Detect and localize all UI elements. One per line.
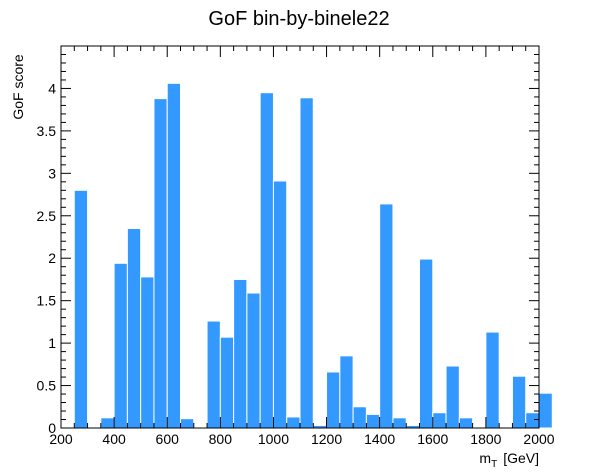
y-tick-label: 1 <box>48 335 56 351</box>
bar <box>140 276 155 429</box>
bar <box>126 228 142 429</box>
x-tick-label: 1600 <box>417 431 448 447</box>
bar <box>272 180 288 429</box>
x-tick-label: 1400 <box>364 431 395 447</box>
y-tick-label: 4 <box>48 80 56 96</box>
bar <box>246 292 261 429</box>
bar <box>153 98 168 429</box>
x-tick-label: 600 <box>156 431 180 447</box>
bar <box>511 375 527 429</box>
bar <box>432 412 447 429</box>
bar <box>339 355 354 429</box>
bar <box>419 258 434 429</box>
bar <box>538 392 553 429</box>
x-axis-label-unit: [GeV] <box>503 450 539 466</box>
bar <box>73 189 89 429</box>
y-tick-label: 3.5 <box>37 123 57 139</box>
bar <box>365 413 381 429</box>
bar <box>166 82 182 429</box>
x-tick-label: 1200 <box>311 431 342 447</box>
y-tick-label: 3 <box>48 165 56 181</box>
x-tick-label: 2000 <box>523 431 554 447</box>
bar <box>259 92 274 429</box>
x-tick-label: 1000 <box>258 431 289 447</box>
x-axis-label-sub: T <box>491 459 497 470</box>
bar <box>379 203 394 429</box>
bar <box>286 416 301 429</box>
x-tick-label: 400 <box>102 431 126 447</box>
bar <box>485 331 500 429</box>
bar <box>458 417 474 429</box>
bar <box>100 417 115 429</box>
x-axis-label: mT [GeV] <box>479 450 539 470</box>
y-axis-label: GoF score <box>10 54 26 120</box>
y-tick-label: 2.5 <box>37 208 57 224</box>
bar <box>392 417 407 429</box>
bar <box>233 278 248 429</box>
bar <box>525 412 540 429</box>
x-axis-ticks <box>60 46 540 428</box>
x-tick-label: 800 <box>209 431 233 447</box>
y-tick-label: 0 <box>48 420 56 436</box>
bar <box>180 418 195 429</box>
y-tick-labels: 0 0.5 1 1.5 2 2.5 3 3.5 4 <box>37 80 57 436</box>
bar <box>299 97 314 429</box>
bar <box>206 320 221 429</box>
x-axis-label-main: m <box>479 450 491 466</box>
x-tick-label: 1800 <box>470 431 501 447</box>
x-tick-label: 200 <box>49 431 73 447</box>
bar <box>352 406 367 429</box>
y-tick-label: 1.5 <box>37 293 57 309</box>
y-tick-label: 2 <box>48 250 56 266</box>
bar <box>113 262 128 429</box>
bars-group <box>73 82 553 429</box>
bar <box>326 371 341 429</box>
bar <box>445 365 460 429</box>
y-axis-ticks <box>61 45 539 429</box>
x-tick-labels: 200 400 600 800 1000 1200 1400 1600 1800 2000 <box>49 431 554 447</box>
bar <box>219 336 235 429</box>
chart-title: GoF bin-by-binele22 <box>208 8 389 30</box>
y-tick-label: 0.5 <box>37 378 57 394</box>
